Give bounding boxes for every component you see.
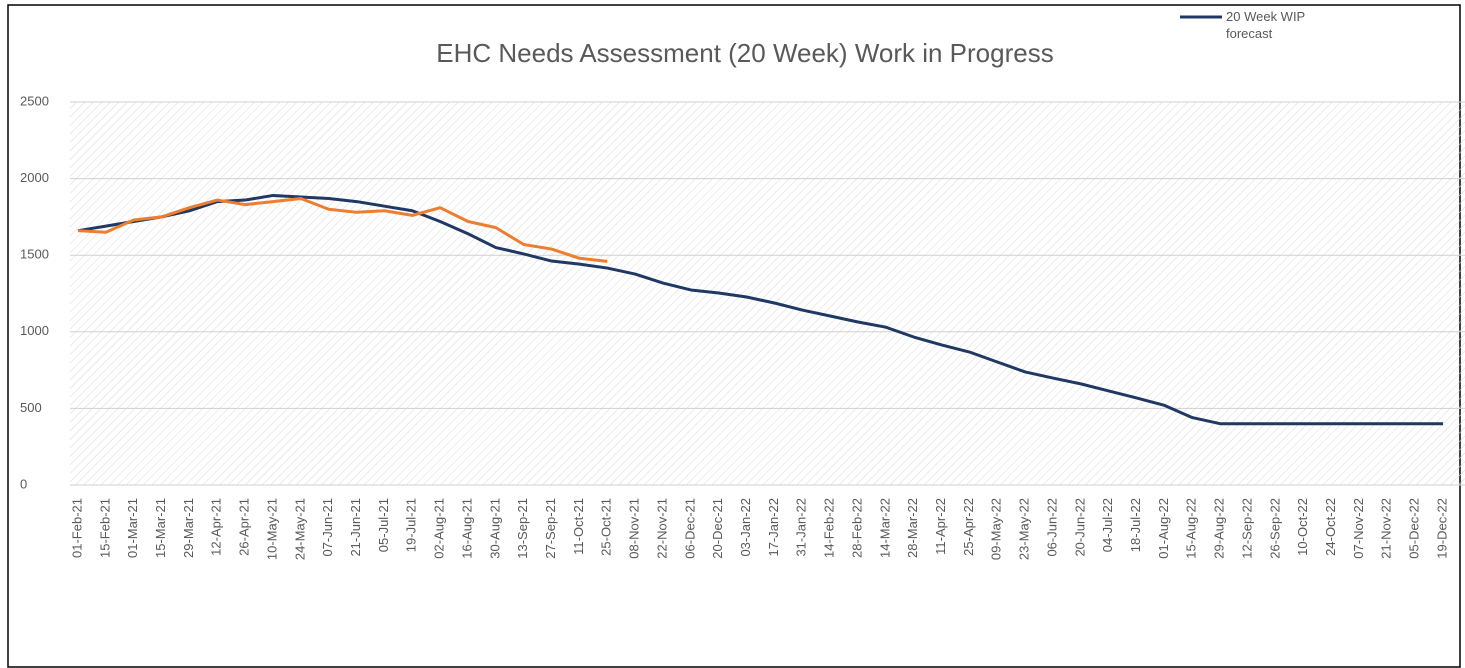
x-tick-label: 11-Oct-21 [571, 498, 586, 555]
x-tick-label: 23-May-22 [1017, 498, 1032, 560]
y-tick-label: 0 [20, 476, 27, 491]
chart-title: EHC Needs Assessment (20 Week) Work in P… [436, 38, 1053, 68]
x-tick-label: 21-Nov-22 [1379, 498, 1394, 559]
x-tick-label: 25-Oct-21 [599, 498, 614, 556]
x-tick-label: 06-Dec-21 [682, 498, 697, 559]
x-tick-label: 28-Feb-22 [849, 498, 864, 558]
x-tick-label: 30-Aug-21 [487, 498, 502, 559]
x-tick-label: 27-Sep-21 [543, 498, 558, 559]
x-tick-label: 12-Apr-21 [209, 498, 224, 556]
x-tick-label: 11-Apr-22 [933, 498, 948, 555]
x-tick-label: 26-Sep-22 [1267, 498, 1282, 559]
y-tick-label: 1500 [20, 247, 49, 262]
x-tick-label: 08-Nov-21 [627, 498, 642, 559]
x-tick-label: 01-Feb-21 [69, 498, 84, 558]
y-tick-label: 2000 [20, 170, 49, 185]
x-tick-label: 07-Jun-21 [320, 498, 335, 557]
x-tick-label: 05-Jul-21 [376, 498, 391, 552]
x-tick-label: 18-Jul-22 [1128, 498, 1143, 552]
x-tick-label: 06-Jun-22 [1044, 498, 1059, 557]
x-tick-label: 21-Jun-21 [348, 498, 363, 557]
x-tick-label: 29-Aug-22 [1212, 498, 1227, 559]
x-tick-label: 12-Sep-22 [1239, 498, 1254, 559]
x-tick-label: 20-Dec-21 [710, 498, 725, 559]
x-tick-label: 24-May-21 [292, 498, 307, 560]
x-tick-label: 16-Aug-21 [459, 498, 474, 559]
x-tick-label: 17-Jan-22 [766, 498, 781, 557]
x-tick-label: 31-Jan-22 [794, 498, 809, 557]
x-tick-label: 25-Apr-22 [961, 498, 976, 556]
x-tick-label: 15-Feb-21 [97, 498, 112, 558]
x-tick-label: 10-May-21 [264, 498, 279, 560]
x-tick-label: 24-Oct-22 [1323, 498, 1338, 556]
x-tick-label: 20-Jun-22 [1072, 498, 1087, 557]
x-tick-label: 14-Feb-22 [822, 498, 837, 558]
x-tick-label: 28-Mar-22 [905, 498, 920, 558]
x-tick-label: 15-Mar-21 [153, 498, 168, 558]
plot-area [70, 102, 1465, 485]
x-tick-label: 13-Sep-21 [515, 498, 530, 559]
x-tick-label: 29-Mar-21 [181, 498, 196, 558]
y-tick-label: 500 [20, 400, 42, 415]
x-tick-label: 01-Mar-21 [125, 498, 140, 558]
x-tick-label: 03-Jan-22 [738, 498, 753, 557]
x-tick-label: 15-Aug-22 [1184, 498, 1199, 559]
x-tick-label: 19-Dec-22 [1434, 498, 1449, 559]
series-line [77, 197, 608, 263]
x-tick-label: 02-Aug-21 [432, 498, 447, 559]
x-tick-label: 14-Mar-22 [877, 498, 892, 558]
series-line [77, 193, 1443, 426]
legend-label: 20 Week WIP forecast [1226, 9, 1305, 41]
x-tick-label: 09-May-22 [989, 498, 1004, 560]
x-tick-label: 05-Dec-22 [1407, 498, 1422, 559]
x-tick-label: 10-Oct-22 [1295, 498, 1310, 556]
x-tick-label: 07-Nov-22 [1351, 498, 1366, 559]
y-tick-label: 2500 [20, 93, 49, 108]
x-tick-label: 26-Apr-21 [237, 498, 252, 556]
x-tick-label: 04-Jul-22 [1100, 498, 1115, 552]
x-tick-label: 01-Aug-22 [1156, 498, 1171, 559]
y-tick-label: 1000 [20, 323, 49, 338]
x-tick-label: 19-Jul-21 [404, 498, 419, 552]
x-tick-label: 22-Nov-21 [654, 498, 669, 559]
